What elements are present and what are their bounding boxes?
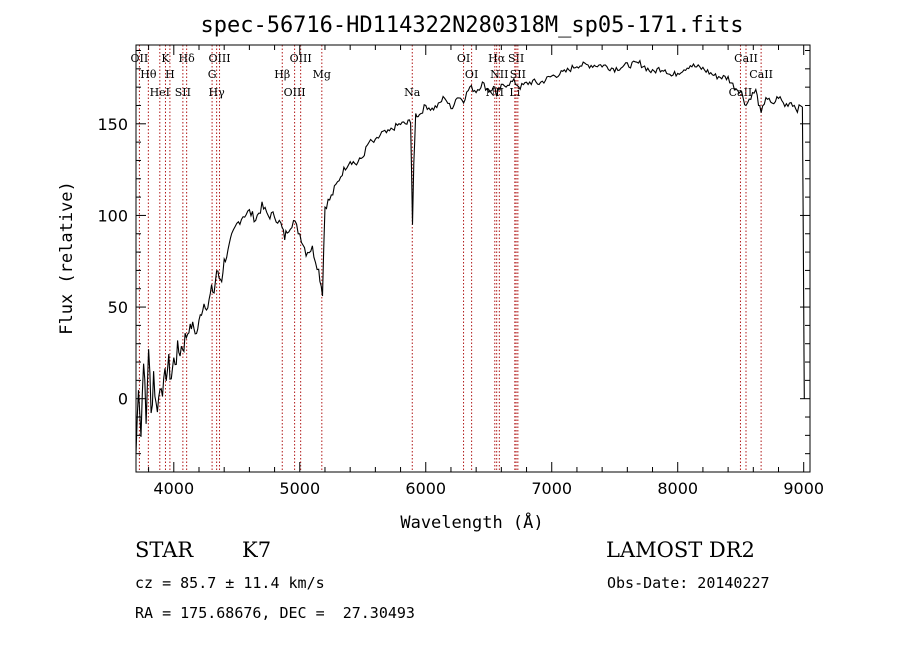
line-label-mg: Mg [313,68,331,81]
line-label-hβ: Hβ [274,68,290,81]
line-label-hei: HeI [150,86,170,99]
line-label-oi: OI [465,68,478,81]
line-label-oiii: OIII [208,52,230,65]
spectrum-trace [135,59,805,454]
line-label-sii: SII [510,68,526,81]
redshift-velocity: cz = 85.7 ± 11.4 km/s [135,574,325,592]
line-label-oiii: OIII [290,52,312,65]
line-label-sii: SII [175,86,191,99]
line-label-k: K [161,52,170,65]
line-label-hγ: Hγ [209,86,226,99]
x-tick-label: 4000 [153,479,194,498]
object-class: STAR [135,538,194,562]
x-tick-label: 6000 [405,479,446,498]
x-tick-label: 9000 [783,479,824,498]
observation-date: Obs-Date: 20140227 [607,574,770,592]
x-axis-label: Wavelength (Å) [400,511,543,533]
spectral-line-markers: OIIHθHeIKHSIIHδGHγOIIIHβOIIIOIIIMgNaOIOI… [131,45,773,472]
y-tick-label: 100 [97,206,128,225]
line-label-na: Na [404,86,421,99]
line-label-h: H [165,68,175,81]
line-label-oii: OII [131,52,149,65]
x-tick-label: 5000 [279,479,320,498]
axis-ticks: 4000 5000 6000 7000 8000 9000 0 50 100 150 [97,45,824,498]
y-tick-label: 50 [108,298,128,317]
line-label-caii: CaII [749,68,773,81]
line-label-oi: OI [457,52,470,65]
sky-coordinates: RA = 175.68676, DEC = 27.30493 [135,604,415,622]
x-tick-label: 8000 [657,479,698,498]
line-label-caii: CaII [734,52,758,65]
plot-frame [135,44,811,473]
x-tick-label: 7000 [531,479,572,498]
survey-name: LAMOST DR2 [606,538,755,562]
line-label-oiii: OIII [284,86,306,99]
object-subclass: K7 [242,538,272,562]
line-label-hδ: Hδ [179,52,196,65]
line-label-sii: SII [508,52,524,65]
y-tick-label: 0 [118,390,128,409]
line-label-hθ: Hθ [140,68,157,81]
y-axis-label: Flux (relative) [57,181,77,335]
line-label-caii: CaII [729,86,753,99]
line-label-g: G [208,68,217,81]
line-label-nii: NII [490,68,508,81]
line-label-li: Li [509,86,520,99]
y-tick-label: 150 [97,115,128,134]
line-label-hα: Hα [488,52,506,65]
chart-title: spec-56716-HD114322N280318M_sp05-171.fit… [200,13,743,38]
